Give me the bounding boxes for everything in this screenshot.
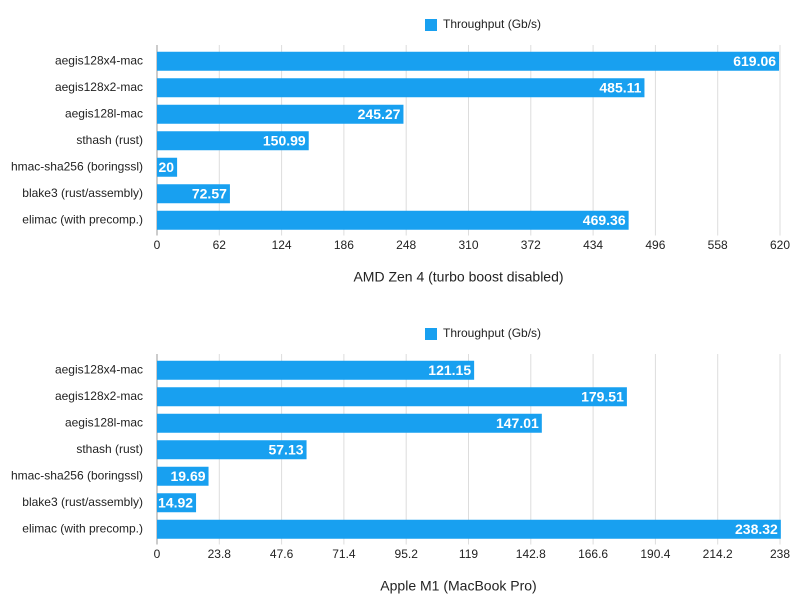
- y-tick-label: sthash (rust): [76, 442, 143, 456]
- x-tick-label: 238: [770, 547, 790, 561]
- value-label: 245.27: [358, 106, 401, 122]
- bar: [157, 519, 781, 539]
- x-axis-title: Apple M1 (MacBook Pro): [380, 578, 536, 594]
- value-label: 179.51: [581, 388, 624, 404]
- value-label: 150.99: [263, 132, 306, 148]
- y-tick-label: hmac-sha256 (boringssl): [11, 468, 143, 482]
- x-tick-label: 95.2: [395, 547, 419, 561]
- bar: [157, 210, 629, 230]
- x-tick-label: 47.6: [270, 547, 294, 561]
- x-tick-label: 434: [583, 238, 603, 252]
- x-tick-label: 119: [459, 547, 478, 561]
- x-tick-label: 310: [458, 238, 478, 252]
- y-tick-label: aegis128l-mac: [65, 106, 143, 120]
- value-label: 619.06: [733, 53, 776, 69]
- y-tick-label: hmac-sha256 (boringssl): [11, 159, 143, 173]
- y-tick-label: aegis128l-mac: [65, 415, 143, 429]
- bar: [157, 360, 475, 380]
- y-tick-label: aegis128x4-mac: [55, 53, 143, 67]
- bar: [157, 466, 209, 486]
- y-tick-label: aegis128x2-mac: [55, 80, 143, 94]
- value-label: 485.11: [599, 79, 641, 95]
- value-label: 147.01: [496, 415, 539, 431]
- x-tick-label: 142.8: [516, 547, 546, 561]
- x-tick-label: 248: [396, 238, 416, 252]
- value-label: 14.92: [158, 494, 193, 510]
- x-tick-label: 214.2: [703, 547, 733, 561]
- y-tick-label: sthash (rust): [76, 133, 143, 147]
- x-tick-label: 0: [154, 547, 161, 561]
- bar: [157, 413, 542, 433]
- x-tick-label: 190.4: [640, 547, 670, 561]
- bar: [157, 104, 404, 124]
- y-tick-label: blake3 (rust/assembly): [22, 495, 143, 509]
- x-tick-label: 186: [334, 238, 354, 252]
- bar: [157, 131, 309, 151]
- value-label: 469.36: [583, 212, 626, 228]
- x-tick-label: 166.6: [578, 547, 608, 561]
- x-tick-label: 372: [521, 238, 541, 252]
- x-tick-label: 71.4: [332, 547, 356, 561]
- value-label: 238.32: [735, 521, 778, 537]
- legend-swatch: [425, 19, 437, 31]
- value-label: 121.15: [428, 362, 471, 378]
- legend-swatch: [425, 328, 437, 340]
- value-label: 20: [159, 159, 175, 175]
- value-label: 72.57: [192, 185, 227, 201]
- y-tick-label: elimac (with precomp.): [22, 521, 143, 535]
- x-tick-label: 124: [272, 238, 292, 252]
- bar: [157, 440, 307, 460]
- bar: [157, 493, 197, 513]
- y-tick-label: elimac (with precomp.): [22, 212, 143, 226]
- x-tick-label: 23.8: [208, 547, 232, 561]
- bar: [157, 51, 780, 71]
- value-label: 19.69: [170, 468, 205, 484]
- legend-label: Throughput (Gb/s): [443, 17, 541, 31]
- legend-label: Throughput (Gb/s): [443, 326, 541, 340]
- bar: [157, 184, 230, 204]
- y-tick-label: aegis128x2-mac: [55, 389, 143, 403]
- x-tick-label: 62: [213, 238, 227, 252]
- bar: [157, 78, 645, 98]
- x-tick-label: 0: [154, 238, 161, 252]
- x-axis-title: AMD Zen 4 (turbo boost disabled): [353, 269, 563, 285]
- x-tick-label: 558: [708, 238, 728, 252]
- x-tick-label: 620: [770, 238, 790, 252]
- bar: [157, 157, 178, 177]
- x-tick-label: 496: [645, 238, 665, 252]
- y-tick-label: blake3 (rust/assembly): [22, 186, 143, 200]
- bar: [157, 387, 627, 407]
- value-label: 57.13: [268, 441, 303, 457]
- y-tick-label: aegis128x4-mac: [55, 362, 143, 376]
